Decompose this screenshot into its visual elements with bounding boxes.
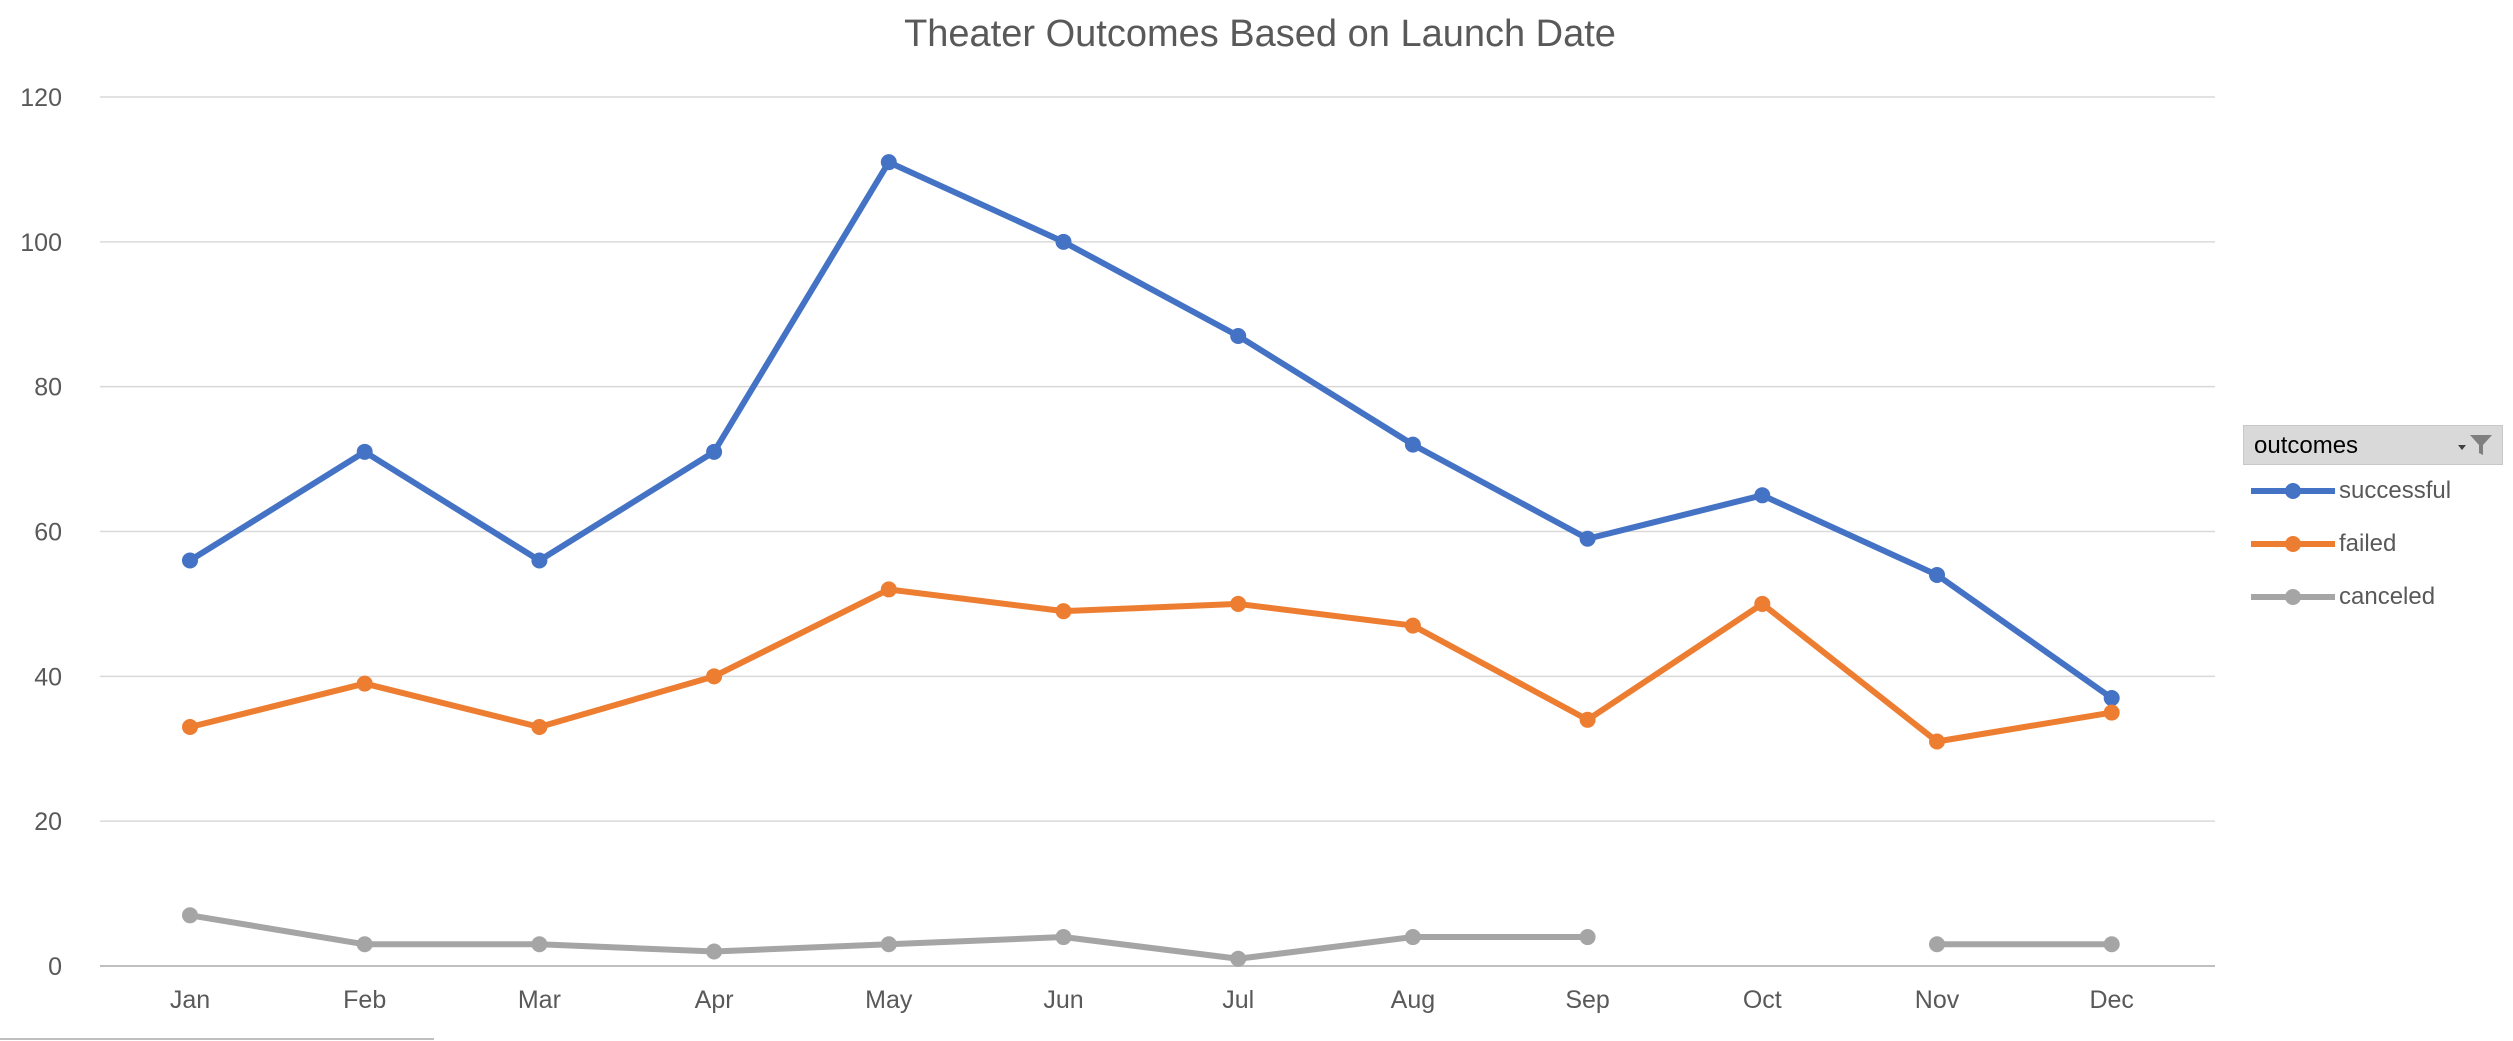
divider — [0, 1038, 434, 1040]
legend-item-label: failed — [2339, 530, 2397, 557]
data-point — [1754, 487, 1771, 504]
series-line — [187, 159, 2115, 702]
data-point — [1579, 929, 1596, 946]
x-tick-label: Apr — [695, 986, 734, 1014]
x-tick-label: Jul — [1222, 986, 1254, 1014]
x-tick-label: Oct — [1743, 986, 1782, 1014]
data-point — [356, 936, 373, 953]
x-tick-label: May — [865, 986, 913, 1014]
series-successful — [182, 154, 2120, 707]
y-tick-label: 100 — [20, 229, 62, 257]
data-point — [1929, 566, 1945, 583]
gridlines — [100, 96, 2215, 967]
series-failed — [182, 581, 2120, 750]
data-point — [182, 552, 198, 569]
legend: outcomes successful failed canceled — [2243, 425, 2505, 621]
x-tick-label: Jan — [170, 986, 210, 1014]
legend-marker — [2251, 536, 2335, 552]
x-axis-ticks: Jan Feb Mar Apr May Jun Jul Aug Sep Oct Nov Dec — [170, 986, 2134, 1014]
data-point — [182, 907, 198, 924]
x-tick-label: Jun — [1043, 986, 1083, 1014]
data-point — [1055, 233, 1072, 250]
x-tick-label: Mar — [518, 986, 561, 1014]
data-point — [1929, 733, 1945, 750]
legend-title: outcomes — [2254, 432, 2359, 459]
legend-marker — [2251, 589, 2335, 605]
data-point — [1579, 711, 1596, 728]
filter-dropdown-icon[interactable] — [2452, 432, 2496, 458]
x-tick-label: Sep — [1565, 986, 1609, 1014]
data-point — [1230, 950, 1247, 967]
series-lines — [182, 154, 2120, 967]
data-point — [1230, 595, 1247, 612]
data-point — [1230, 327, 1247, 344]
data-point — [1055, 929, 1072, 946]
x-tick-label: Nov — [1915, 986, 1960, 1014]
y-tick-label: 0 — [48, 953, 62, 981]
data-point — [2103, 690, 2120, 707]
data-point — [1404, 436, 1421, 453]
data-point — [880, 581, 897, 598]
y-tick-label: 40 — [34, 663, 62, 691]
legend-item-label: canceled — [2339, 583, 2436, 610]
y-tick-label: 120 — [20, 84, 62, 112]
y-tick-label: 80 — [34, 374, 62, 402]
x-tick-label: Feb — [343, 986, 386, 1014]
data-point — [1055, 603, 1072, 620]
y-tick-label: 20 — [34, 808, 62, 836]
x-tick-label: Dec — [2089, 986, 2133, 1014]
series-canceled — [182, 907, 2120, 967]
data-point — [1754, 595, 1771, 612]
data-point — [880, 154, 897, 171]
legend-item-failed[interactable]: failed — [2247, 527, 2505, 561]
legend-header[interactable]: outcomes — [2243, 425, 2503, 465]
data-point — [1929, 936, 1945, 953]
data-point — [706, 443, 723, 460]
chart-title: Theater Outcomes Based on Launch Date — [904, 13, 1616, 55]
data-point — [2103, 936, 2120, 953]
data-point — [2103, 704, 2120, 721]
data-point — [531, 552, 548, 569]
legend-item-canceled[interactable]: canceled — [2247, 580, 2505, 614]
data-point — [1579, 530, 1596, 547]
data-point — [356, 675, 373, 692]
legend-item-label: successful — [2339, 477, 2452, 504]
series-line — [187, 586, 2115, 745]
data-point — [531, 936, 548, 953]
data-point — [706, 943, 723, 960]
data-point — [706, 668, 723, 685]
legend-marker — [2251, 483, 2335, 499]
data-point — [356, 443, 373, 460]
data-point — [531, 719, 548, 736]
y-axis-ticks: 0 20 40 60 80 100 120 — [20, 84, 62, 981]
data-point — [880, 936, 897, 953]
data-point — [182, 719, 198, 736]
data-point — [1404, 617, 1421, 634]
y-tick-label: 60 — [34, 519, 62, 547]
legend-item-successful[interactable]: successful — [2247, 474, 2505, 508]
x-tick-label: Aug — [1391, 986, 1435, 1014]
data-point — [1404, 929, 1421, 946]
